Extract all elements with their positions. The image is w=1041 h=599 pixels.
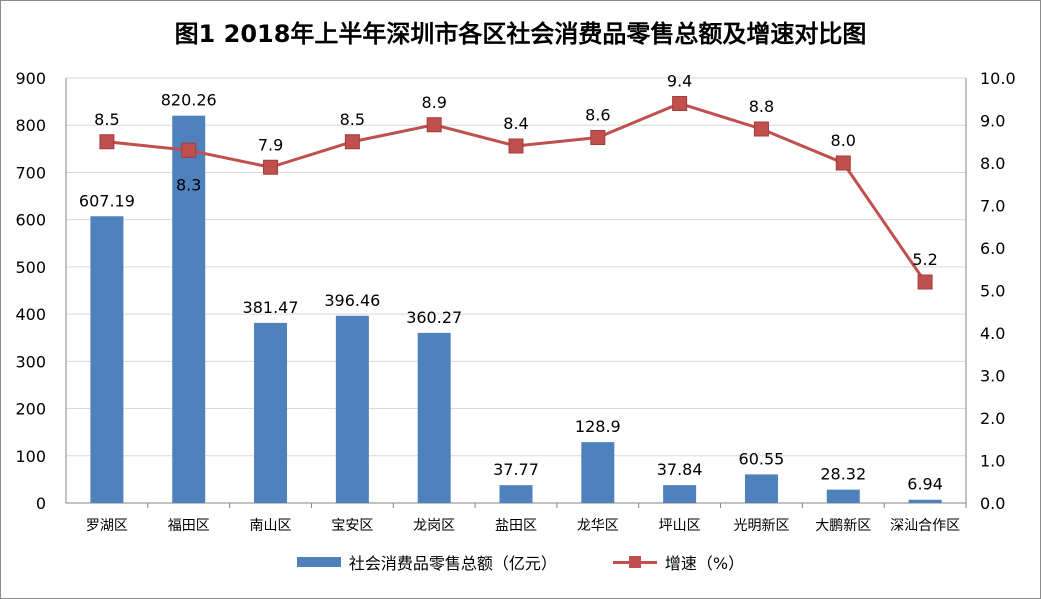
legend-line-label: 增速（%） (664, 554, 745, 573)
legend-item-bar: 社会消费品零售总额（亿元） (296, 550, 557, 574)
right-axis-tick-label: 8.0 (980, 154, 1005, 173)
right-axis-tick-label: 3.0 (980, 367, 1005, 386)
left-axis-tick-label: 600 (15, 211, 46, 230)
line-data-label: 7.9 (258, 135, 283, 154)
bar (663, 485, 697, 503)
bar (826, 489, 860, 503)
line-data-label: 8.3 (176, 175, 201, 194)
bar (335, 315, 369, 503)
growth-point (672, 96, 688, 111)
x-axis-tick-label: 福田区 (168, 518, 210, 534)
right-axis-tick-label: 5.0 (980, 282, 1005, 301)
bar-data-label: 396.46 (324, 291, 380, 310)
growth-point (99, 134, 115, 150)
legend-line-swatch (612, 555, 657, 569)
bar (744, 474, 778, 503)
x-axis-tick-label: 罗湖区 (86, 518, 128, 534)
x-axis-tick-label: 盐田区 (495, 518, 537, 534)
bar (908, 499, 942, 503)
growth-point (917, 274, 933, 290)
line-data-label: 8.0 (831, 131, 856, 150)
legend-item-line: 增速（%） (612, 550, 745, 574)
growth-point (753, 121, 769, 137)
left-axis-tick-label: 700 (15, 163, 46, 182)
bar-data-label: 607.19 (79, 191, 135, 210)
growth-point (835, 155, 851, 171)
left-axis-tick-label: 300 (15, 352, 46, 371)
bar (172, 115, 206, 503)
x-axis-tick-label: 龙岗区 (413, 518, 455, 534)
left-axis-tick-label: 100 (15, 447, 46, 466)
chart-title: 图1 2018年上半年深圳市各区社会消费品零售总额及增速对比图 (174, 20, 867, 48)
growth-point (344, 134, 360, 150)
line-data-label: 5.2 (912, 250, 937, 269)
bar-data-label: 6.94 (907, 475, 943, 494)
right-axis-tick-label: 10.0 (980, 69, 1016, 88)
right-axis-tick-label: 7.0 (980, 197, 1005, 216)
x-axis-tick-label: 大鹏新区 (815, 518, 871, 534)
left-axis-tick-label: 200 (15, 400, 46, 419)
legend-bar-swatch (296, 557, 341, 567)
growth-point (181, 142, 197, 158)
line-data-label: 9.4 (667, 72, 692, 91)
bar (90, 216, 124, 503)
bar-data-label: 28.32 (820, 465, 866, 484)
bar-data-label: 60.55 (739, 449, 785, 468)
growth-point (508, 138, 524, 154)
x-axis-tick-label: 深汕合作区 (890, 518, 960, 534)
line-data-label: 8.4 (503, 114, 528, 133)
right-axis-tick-label: 4.0 (980, 324, 1005, 343)
right-axis-tick-label: 9.0 (980, 112, 1005, 131)
right-axis-tick-label: 6.0 (980, 239, 1005, 258)
x-axis-tick-label: 龙华区 (577, 518, 619, 534)
line-data-label: 8.5 (340, 110, 365, 129)
left-axis-tick-label: 0 (36, 494, 46, 513)
growth-point (263, 159, 279, 175)
bar (254, 322, 288, 503)
growth-point (590, 130, 606, 145)
line-data-label: 8.5 (94, 110, 119, 129)
x-axis-tick-label: 光明新区 (733, 518, 789, 534)
chart-legend: 社会消费品零售总额（亿元） 增速（%） (0, 550, 1041, 574)
left-axis-tick-label: 800 (15, 116, 46, 135)
right-axis-tick-label: 0.0 (980, 494, 1005, 513)
legend-bar-label: 社会消费品零售总额（亿元） (348, 554, 557, 573)
left-axis-tick-label: 500 (15, 258, 46, 277)
bar (581, 442, 615, 503)
x-axis-tick-label: 坪山区 (659, 518, 701, 534)
x-axis-tick-label: 宝安区 (331, 518, 373, 534)
bar (417, 332, 451, 503)
bar-data-label: 820.26 (161, 91, 217, 110)
bar-data-label: 128.9 (575, 417, 621, 436)
right-axis-tick-label: 2.0 (980, 409, 1005, 428)
left-axis-tick-label: 900 (15, 69, 46, 88)
bar-data-label: 360.27 (406, 308, 462, 327)
bar (499, 485, 533, 503)
x-axis-tick-label: 南山区 (250, 518, 292, 534)
line-data-label: 8.8 (749, 97, 774, 116)
bar-data-label: 37.77 (493, 460, 539, 479)
left-axis-tick-label: 400 (15, 305, 46, 324)
line-data-label: 8.9 (421, 93, 446, 112)
line-data-label: 8.6 (585, 106, 610, 125)
bar-data-label: 37.84 (657, 460, 703, 479)
bar-data-label: 381.47 (243, 298, 299, 317)
growth-point (426, 117, 442, 133)
right-axis-tick-label: 1.0 (980, 452, 1005, 471)
